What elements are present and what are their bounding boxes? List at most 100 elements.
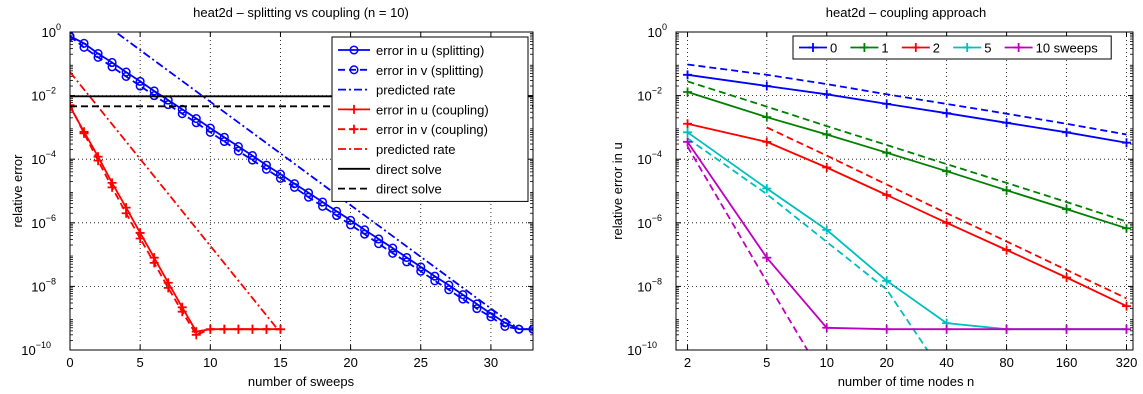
data-point [882, 324, 892, 334]
x-tick-label: 10 [203, 355, 217, 370]
chart-title: heat2d – splitting vs coupling (n = 10) [193, 5, 409, 20]
legend-label-direct-solve: direct solve [376, 162, 442, 177]
data-point [1062, 204, 1072, 214]
x-tick-label: 10 [820, 355, 834, 370]
data-point [762, 137, 772, 147]
data-point [822, 162, 832, 172]
y-tick-label: 100 [648, 22, 667, 40]
series-line-predicted-rate [117, 32, 520, 330]
y-tick-label: 100 [42, 22, 61, 40]
series-10-sweeps [683, 137, 1131, 334]
series-0 [683, 70, 1131, 148]
data-point [1121, 138, 1131, 148]
data-point [822, 323, 832, 333]
x-tick-label: 5 [763, 355, 770, 370]
legend-label-5: 5 [984, 41, 991, 56]
legend-marker [911, 43, 921, 52]
data-point [107, 57, 117, 68]
axes-frame [675, 31, 1134, 351]
data-point [219, 132, 229, 142]
data-point [205, 127, 215, 137]
data-point [683, 70, 693, 80]
data-point [79, 128, 89, 138]
legend-label-error-in-v-coupling: error in v (coupling) [376, 122, 488, 137]
series-line-10-sweeps [686, 146, 809, 350]
legend-label-0: 0 [830, 41, 837, 56]
legend-marker [349, 104, 359, 114]
data-point [882, 99, 892, 109]
y-tick-label: 10−10 [21, 340, 51, 358]
data-point [261, 324, 271, 334]
x-tick-label: 160 [1056, 355, 1078, 370]
series-error-in-v-splitting [70, 32, 533, 334]
legend-marker [349, 124, 359, 134]
data-point [79, 42, 89, 52]
y-tick-label: 10−10 [627, 340, 657, 358]
data-point [416, 266, 426, 276]
x-tick-label: 20 [879, 355, 893, 370]
data-point [430, 276, 440, 286]
data-point [346, 220, 356, 230]
series-predicted-rate [70, 71, 279, 330]
y-tick-label: 10−6 [31, 213, 56, 231]
data-point [500, 321, 510, 332]
legend-box [331, 36, 529, 202]
legend-label-direct-solve: direct solve [376, 182, 442, 197]
series-2 [766, 126, 1127, 300]
data-point [1002, 245, 1012, 255]
data-point [882, 148, 892, 158]
legend-label-1: 1 [881, 41, 888, 56]
series-line-error-in-u-splitting [70, 35, 533, 331]
data-point [317, 197, 328, 207]
series-line-2 [766, 126, 1127, 300]
data-point [1062, 273, 1072, 283]
data-point [374, 239, 384, 249]
data-point [177, 307, 187, 317]
data-point [430, 271, 440, 281]
series-2 [683, 119, 1131, 311]
data-point [822, 89, 832, 99]
data-point [1062, 127, 1072, 137]
legend-label-10-sweeps: 10 sweeps [1036, 41, 1099, 56]
series-1 [683, 87, 1131, 233]
data-point [942, 324, 952, 334]
data-point [514, 324, 524, 334]
legend-marker [808, 43, 818, 52]
x-tick-label: 5 [137, 355, 144, 370]
series-line-0 [687, 63, 1127, 136]
series-10-sweeps [686, 146, 809, 350]
series-error-in-v-coupling [70, 100, 285, 340]
data-point [472, 304, 482, 314]
data-point [458, 294, 468, 304]
series-line-0 [687, 73, 1127, 144]
data-point [135, 81, 145, 91]
data-point [135, 76, 145, 86]
series-0 [687, 63, 1127, 136]
x-tick-label: 20 [343, 355, 357, 370]
data-point [233, 324, 243, 334]
series-line-10-sweeps [686, 141, 1127, 331]
data-point [402, 257, 412, 267]
data-point [762, 183, 772, 193]
data-point [882, 276, 892, 286]
data-point [822, 129, 832, 139]
data-point [191, 113, 201, 124]
y-tick-label: 10−4 [31, 149, 56, 167]
data-point [1121, 223, 1131, 233]
data-point [275, 324, 285, 334]
series-line-error-in-v-splitting [70, 35, 533, 331]
data-point [205, 324, 215, 334]
data-point [942, 218, 952, 228]
data-point [93, 156, 103, 166]
data-point [402, 252, 412, 263]
data-point [683, 127, 693, 137]
data-point [683, 119, 693, 129]
series-line-2 [687, 122, 1127, 307]
data-point [317, 201, 328, 211]
data-point [683, 137, 693, 147]
data-point [388, 243, 398, 253]
axes-frame [69, 31, 534, 351]
legend-marker [1014, 43, 1024, 52]
data-point [261, 164, 271, 174]
